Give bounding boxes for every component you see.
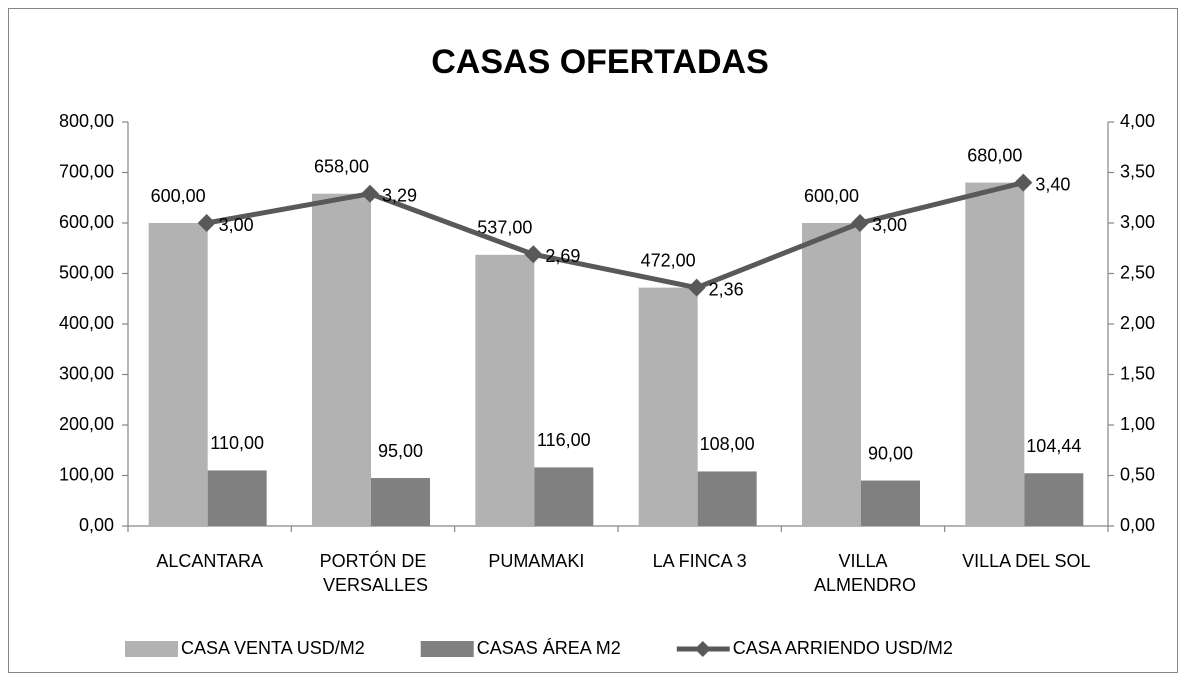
- y-tick-label: 100,00: [59, 464, 114, 484]
- bar: [1024, 473, 1084, 526]
- y-tick-label: 800,00: [59, 111, 114, 131]
- y2-tick-label: 1,50: [1120, 363, 1155, 383]
- x-tick-label: LA FINCA 3: [653, 551, 747, 571]
- y-tick-label: 500,00: [59, 262, 114, 282]
- legend-swatch: [125, 641, 178, 657]
- x-tick-label: VILLA DEL SOL: [962, 551, 1090, 571]
- bar: [965, 182, 1025, 526]
- y-tick-label: 400,00: [59, 313, 114, 333]
- x-tick-label: PUMAMAKI: [488, 551, 584, 571]
- bar: [148, 223, 208, 526]
- y2-tick-label: 3,50: [1120, 161, 1155, 181]
- line-marker: [687, 278, 706, 297]
- y-tick-label: 0,00: [79, 515, 114, 535]
- x-tick-label: PORTÓN DE VERSALLES: [318, 550, 428, 595]
- legend-label: CASA ARRIENDO USD/M2: [733, 638, 953, 658]
- bar-value-label: 104,44: [1026, 436, 1081, 456]
- bar: [861, 480, 920, 526]
- y-tick-label: 200,00: [59, 414, 114, 434]
- line-marker: [851, 214, 869, 232]
- x-tick-label: ALCANTARA: [156, 551, 263, 571]
- legend-label: CASAS ÁREA M2: [477, 638, 621, 658]
- line-value-label: 3,00: [872, 215, 907, 235]
- line-value-label: 2,69: [545, 246, 580, 266]
- bar: [534, 467, 594, 526]
- y2-tick-label: 1,00: [1120, 414, 1155, 434]
- y2-tick-label: 0,50: [1120, 464, 1155, 484]
- bar-value-label: 600,00: [804, 186, 859, 206]
- y2-tick-label: 2,50: [1120, 262, 1155, 282]
- bar: [802, 223, 861, 526]
- line-value-label: 3,00: [219, 215, 254, 235]
- line-value-label: 3,40: [1035, 174, 1070, 194]
- y-tick-label: 600,00: [59, 212, 114, 232]
- legend-label: CASA VENTA USD/M2: [181, 638, 365, 658]
- bar-value-label: 110,00: [210, 433, 264, 453]
- line-marker: [361, 184, 379, 203]
- bar: [371, 478, 430, 526]
- bar-value-label: 537,00: [477, 218, 532, 238]
- y2-tick-label: 0,00: [1120, 515, 1155, 535]
- line-marker: [197, 214, 216, 232]
- y-tick-label: 300,00: [59, 363, 114, 383]
- bar-value-label: 680,00: [967, 145, 1022, 165]
- bar-value-label: 472,00: [641, 250, 696, 270]
- legend-swatch: [420, 641, 474, 657]
- x-tick-label: VILLA ALMENDRO: [810, 551, 916, 595]
- bar: [638, 287, 698, 526]
- y2-tick-label: 3,00: [1120, 212, 1155, 232]
- bar: [207, 470, 267, 526]
- bar-value-label: 116,00: [537, 430, 591, 450]
- line: [206, 180, 1024, 291]
- bar-value-label: 658,00: [314, 156, 369, 176]
- bar: [312, 193, 371, 526]
- bar-value-label: 90,00: [868, 443, 913, 463]
- line-marker: [524, 245, 543, 264]
- bar-value-label: 95,00: [378, 441, 423, 461]
- line-value-label: 2,36: [709, 279, 744, 299]
- bar: [475, 254, 535, 526]
- line-marker: [1014, 173, 1033, 192]
- y2-tick-label: 2,00: [1120, 313, 1155, 333]
- legend-marker: [694, 641, 711, 657]
- bar-value-label: 108,00: [700, 434, 755, 454]
- bar: [697, 471, 757, 526]
- chart-title: CASAS OFERTADAS: [431, 43, 769, 81]
- y2-tick-label: 4,00: [1120, 111, 1155, 131]
- bar-value-label: 600,00: [151, 186, 206, 206]
- line-value-label: 3,29: [382, 185, 417, 205]
- y-tick-label: 700,00: [59, 161, 114, 181]
